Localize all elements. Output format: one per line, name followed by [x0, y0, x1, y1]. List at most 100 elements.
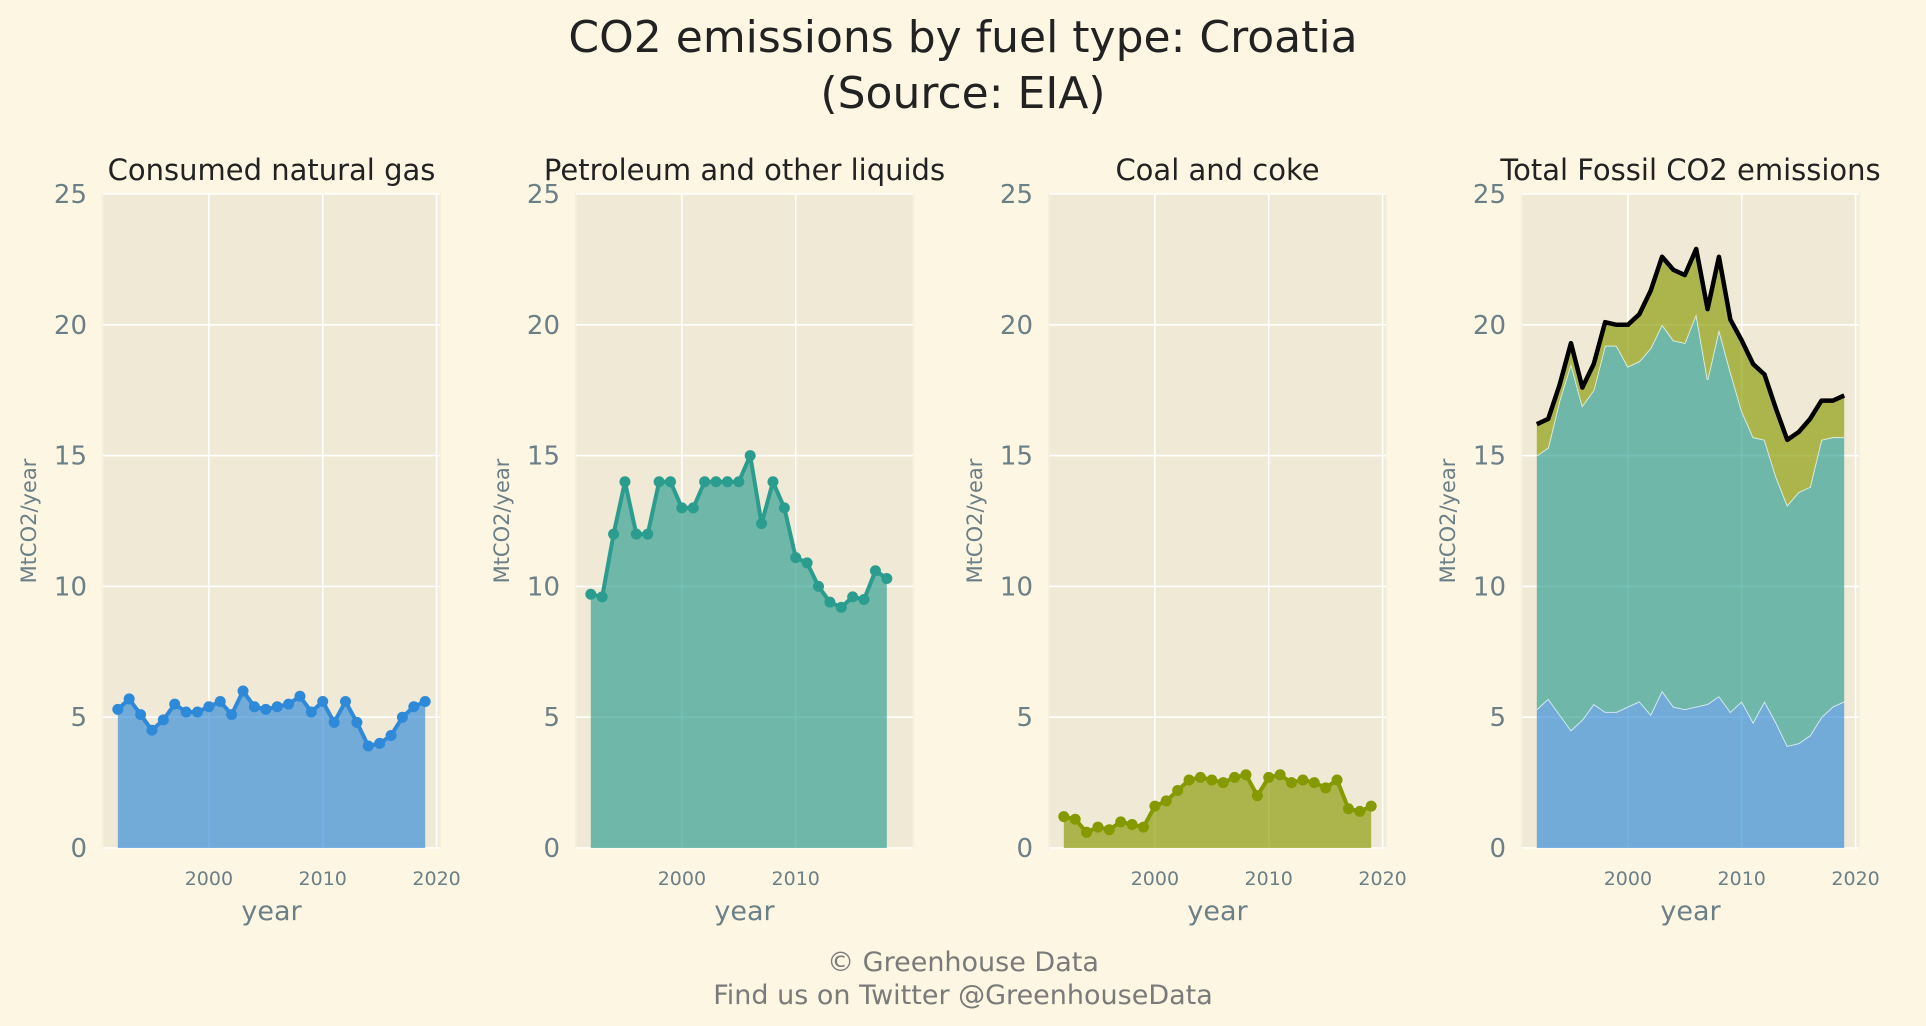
data-point	[585, 588, 597, 600]
panel-4: 0 5 10 15 20 25 2000 2010 2020 Total Fossil CO2 e…	[1436, 153, 1881, 927]
data-point	[596, 591, 608, 603]
y-tick-label: 0	[70, 834, 87, 864]
x-tick-label: 2000	[658, 868, 706, 890]
x-axis-label: year	[714, 896, 775, 927]
data-point	[847, 591, 859, 603]
data-point	[835, 601, 847, 613]
data-point	[733, 476, 745, 488]
data-point	[869, 565, 881, 577]
data-point	[1354, 805, 1366, 817]
footer-copyright: © Greenhouse Data	[827, 947, 1099, 978]
data-point	[123, 693, 135, 705]
data-point	[351, 716, 363, 728]
data-point	[1069, 813, 1081, 825]
y-tick-label: 15	[527, 442, 560, 472]
data-point	[1115, 816, 1127, 828]
data-point	[1286, 777, 1298, 789]
data-point	[260, 703, 272, 715]
data-point	[721, 476, 733, 488]
data-point	[1217, 777, 1229, 789]
data-point	[169, 698, 181, 710]
data-point	[1297, 774, 1309, 786]
data-point	[1331, 774, 1343, 786]
panel-1: 0 5 10 15 20 25 2000 2010 2020 Consumed natural g…	[17, 153, 461, 927]
data-point	[203, 701, 215, 713]
data-point	[642, 528, 654, 540]
data-point	[419, 696, 431, 708]
data-point	[858, 593, 870, 605]
series-line	[1063, 772, 1373, 835]
stacked-area-1	[1536, 691, 1845, 848]
y-tick-label: 5	[1489, 703, 1506, 733]
plot-area	[1048, 193, 1387, 849]
total-line	[1535, 246, 1846, 443]
data-point	[1160, 795, 1172, 807]
series-line	[116, 689, 427, 748]
area-fill	[117, 691, 426, 848]
data-point	[1308, 777, 1320, 789]
panel-2: 0 5 10 15 20 25 2000 2010 Petroleum and other li…	[490, 153, 945, 927]
y-tick-label: 15	[54, 442, 87, 472]
y-tick-label: 25	[1000, 180, 1033, 210]
figure-subtitle: (Source: EIA)	[820, 68, 1105, 119]
data-point	[664, 476, 676, 488]
x-axis-label: year	[1187, 896, 1248, 927]
data-point	[214, 696, 226, 708]
data-point	[756, 518, 768, 530]
panel-title: Petroleum and other liquids	[544, 153, 945, 187]
data-point	[744, 450, 756, 462]
panel-title: Coal and coke	[1115, 153, 1319, 187]
data-point	[385, 730, 397, 742]
stacked-area-3	[1536, 248, 1845, 506]
y-axis-label: MtCO2/year	[1436, 458, 1460, 583]
data-point	[630, 528, 642, 540]
y-tick-label: 5	[543, 703, 560, 733]
y-tick-label: 20	[54, 311, 87, 341]
data-point	[778, 502, 790, 514]
data-point	[1183, 774, 1195, 786]
data-point	[1251, 790, 1263, 802]
x-tick-label: 2000	[1131, 868, 1179, 890]
x-tick-label: 2000	[185, 868, 233, 890]
y-axis-label: MtCO2/year	[17, 458, 41, 583]
data-point	[1126, 818, 1138, 830]
data-point	[1240, 769, 1252, 781]
data-point	[180, 706, 192, 718]
data-point	[676, 502, 688, 514]
data-point	[1263, 771, 1275, 783]
stacked-area-2	[1536, 314, 1845, 746]
data-point	[1081, 826, 1093, 838]
data-point	[408, 701, 420, 713]
x-tick-label: 2010	[1245, 868, 1293, 890]
panel-3: 0 5 10 15 20 25 2000 2010 2020 Coal and coke year M…	[963, 153, 1407, 927]
x-tick-label: 2010	[1718, 868, 1766, 890]
y-tick-label: 5	[70, 703, 87, 733]
y-tick-label: 10	[54, 572, 87, 602]
area-fill	[590, 455, 887, 848]
y-axis-label: MtCO2/year	[963, 458, 987, 583]
data-point	[881, 573, 893, 585]
data-point	[146, 724, 158, 736]
y-tick-label: 10	[527, 572, 560, 602]
data-point	[687, 502, 699, 514]
figure-title: CO2 emissions by fuel type: Croatia	[568, 12, 1357, 63]
data-point	[1103, 824, 1115, 836]
x-axis-label: year	[241, 896, 302, 927]
data-point	[1365, 800, 1377, 812]
data-point	[813, 580, 825, 592]
y-axis-label: MtCO2/year	[490, 458, 514, 583]
data-point	[317, 696, 329, 708]
data-point	[653, 476, 665, 488]
y-tick-label: 10	[1473, 572, 1506, 602]
y-tick-label: 0	[1489, 834, 1506, 864]
y-tick-label: 15	[1473, 442, 1506, 472]
x-tick-label: 2000	[1604, 868, 1652, 890]
data-point	[801, 557, 813, 569]
data-point	[396, 711, 408, 723]
panel-title: Consumed natural gas	[108, 153, 436, 187]
x-axis-label: year	[1660, 896, 1721, 927]
data-point	[1274, 769, 1286, 781]
data-point	[1206, 774, 1218, 786]
data-point	[1137, 821, 1149, 833]
data-point	[135, 709, 147, 721]
